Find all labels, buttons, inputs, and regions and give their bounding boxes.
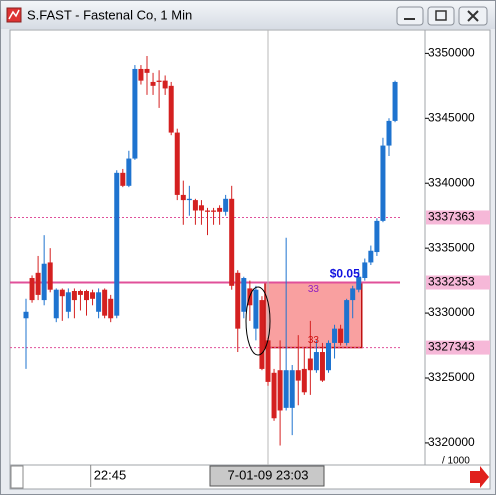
- candle-body: [77, 291, 83, 295]
- candle-body: [29, 278, 35, 301]
- candle-body: [114, 172, 120, 316]
- candle-body: [223, 198, 229, 212]
- candle-body: [168, 85, 174, 133]
- x-tick-label: 22:45: [94, 467, 127, 482]
- candle-body: [186, 198, 192, 201]
- candle-body: [217, 207, 223, 212]
- candle-body: [319, 352, 325, 381]
- price-level-tag: [426, 210, 490, 225]
- window-icon-glyph: [8, 9, 20, 20]
- candle-body: [386, 120, 392, 146]
- maximize-glyph: [435, 10, 447, 21]
- candle-body: [150, 81, 156, 86]
- candle-body: [35, 272, 41, 295]
- candle-body: [96, 292, 102, 312]
- candle-body: [241, 278, 247, 312]
- candle-body: [344, 300, 350, 343]
- candle-body: [332, 328, 338, 343]
- candle-body: [229, 198, 235, 286]
- candle-body: [283, 370, 289, 408]
- y-tick-label: 3320000: [428, 435, 475, 449]
- candle-body: [307, 358, 313, 371]
- candle-body: [84, 291, 89, 301]
- candle-body: [265, 340, 271, 382]
- candle-body: [132, 68, 138, 159]
- maximize-button[interactable]: [427, 6, 455, 26]
- candle-body: [144, 68, 150, 73]
- candle-body: [211, 210, 217, 212]
- candle-body: [235, 272, 241, 329]
- candle-body: [120, 172, 126, 186]
- plot-area: [9, 29, 426, 466]
- candle-body: [350, 288, 356, 301]
- candle-body: [53, 289, 59, 319]
- candle-body: [301, 368, 307, 393]
- scroll-thumb[interactable]: [10, 465, 24, 489]
- y-tick-label: 3335000: [428, 240, 475, 254]
- y-tick-label: 3350000: [428, 46, 475, 60]
- y-tick-label: 3340000: [428, 175, 475, 189]
- candle-body: [90, 292, 96, 299]
- candle-body: [295, 370, 301, 381]
- drawing-ellipse: [245, 286, 271, 356]
- price-unit: / 1000: [442, 456, 470, 467]
- candle-body: [47, 262, 53, 290]
- price-level-label: 3327343: [428, 340, 475, 354]
- candle-body: [326, 342, 331, 371]
- candle-body: [180, 194, 186, 201]
- candle-body: [356, 276, 362, 290]
- candle-body: [338, 328, 344, 343]
- candle-body: [108, 298, 114, 319]
- y-tick-label: 3330000: [428, 305, 475, 319]
- candle-body: [192, 200, 198, 211]
- candle-body: [277, 370, 283, 411]
- candle-body: [59, 289, 65, 297]
- crosshair-time-box: [209, 465, 325, 487]
- candle-body: [102, 289, 108, 316]
- window-title: S.FAST - Fastenal Co, 1 Min: [27, 7, 192, 22]
- candle-body: [205, 210, 210, 212]
- crosshair-time-label: 7-01-09 23:03: [228, 467, 309, 482]
- close-glyph: [467, 10, 479, 22]
- minimize-button[interactable]: [396, 6, 424, 26]
- price-level-tag: [426, 340, 490, 355]
- candle-body: [41, 263, 47, 301]
- scroll-right-arrow[interactable]: [470, 466, 489, 488]
- candle-body: [65, 292, 71, 312]
- box-bottom-label: 33: [308, 335, 320, 346]
- candle-body: [271, 372, 277, 419]
- price-level-tag: [426, 275, 490, 290]
- price-level-label: 3332353: [428, 275, 475, 289]
- candle-body: [380, 145, 386, 221]
- candle-body: [362, 262, 368, 279]
- candle-body: [374, 220, 380, 253]
- candle-body: [162, 80, 168, 89]
- candle-body: [138, 68, 144, 81]
- price-level-label: 3337363: [428, 210, 475, 224]
- candle-body: [126, 158, 132, 186]
- plot: 3320000 3325000 3330000 3335000 3340000 33450…: [10, 30, 490, 487]
- window-buttons: [396, 6, 488, 26]
- candle-body: [198, 205, 204, 211]
- y-tick-label: 3325000: [428, 370, 475, 384]
- candle-body: [71, 291, 77, 301]
- candle-body: [156, 80, 162, 82]
- candle-body: [23, 311, 29, 319]
- candle-body: [289, 370, 295, 408]
- candle-body: [368, 250, 374, 263]
- box-top-label: 33: [308, 284, 320, 295]
- y-tick-label: 3345000: [428, 110, 475, 124]
- candle-body: [259, 300, 265, 369]
- box-label: $0.05: [330, 267, 360, 281]
- candle-body: [313, 352, 319, 371]
- candle-body: [174, 132, 180, 195]
- candle-body: [253, 289, 259, 329]
- candle-body: [392, 81, 398, 121]
